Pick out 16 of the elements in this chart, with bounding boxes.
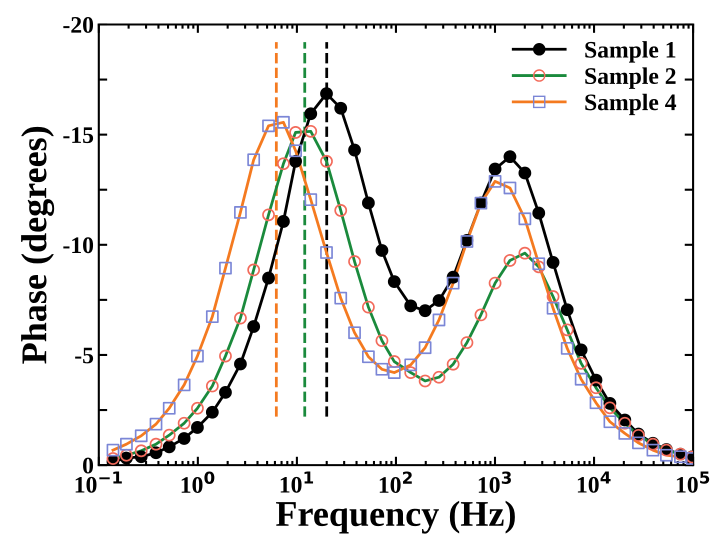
y-tick-label: -20 — [63, 16, 94, 33]
y-tick-label: -5 — [75, 348, 94, 364]
y-axis-title: Phase (degrees) — [21, 126, 54, 364]
x-tick-label: 10$^{3}$ — [478, 471, 511, 493]
y-tick-label: 0 — [83, 458, 94, 474]
legend-label: Sample 2 — [585, 67, 676, 89]
x-tick-label: 10$^{5}$ — [676, 471, 710, 493]
legend-label: Sample 4 — [585, 94, 676, 116]
x-tick-label: 10$^{2}$ — [380, 471, 412, 493]
y-tick-label: -10 — [63, 237, 94, 254]
x-tick-label: 10$^{1}$ — [280, 471, 314, 493]
x-tick-label: 10$^{0}$ — [182, 471, 214, 493]
x-tick-label: 10$^{4}$ — [578, 471, 611, 493]
x-axis-title: Frequency (Hz) — [276, 500, 515, 534]
y-tick-label: -15 — [63, 127, 94, 144]
legend-label: Sample 1 — [585, 41, 676, 63]
